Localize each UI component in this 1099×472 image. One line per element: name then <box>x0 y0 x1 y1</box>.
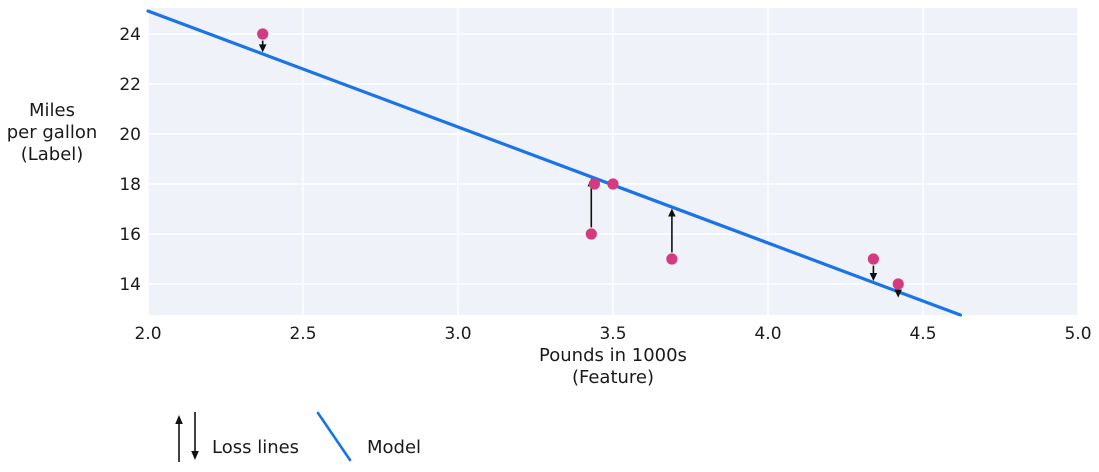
data-point <box>607 178 619 190</box>
model-line <box>146 9 963 317</box>
loss-arrow-head <box>258 44 267 53</box>
data-point <box>585 228 597 240</box>
data-point <box>867 253 880 265</box>
y-tick-label: 24 <box>119 25 141 45</box>
legend: Loss lines Model <box>175 411 421 462</box>
y-tick-labels: 14 16 18 20 22 24 <box>119 25 141 295</box>
y-tick-label: 20 <box>119 125 141 145</box>
y-tick-label: 14 <box>119 275 141 295</box>
x-gridlines <box>147 8 1079 315</box>
legend-model-label: Model <box>367 437 421 458</box>
x-tick-label: 4.0 <box>754 324 781 344</box>
x-tick-label: 2.0 <box>134 324 161 344</box>
x-tick-label: 3.0 <box>444 324 471 344</box>
x-axis-label-line1: Pounds in 1000s <box>539 345 687 366</box>
y-tick-label: 16 <box>119 225 141 245</box>
x-tick-label: 3.5 <box>599 324 626 344</box>
y-axis-label-line2: per gallon <box>7 122 98 143</box>
x-tick-label: 4.5 <box>909 324 936 344</box>
loss-arrows-icon <box>175 412 199 462</box>
y-tick-label: 22 <box>119 75 141 95</box>
data-point <box>892 278 904 290</box>
model-line-icon <box>316 411 352 462</box>
x-tick-label: 2.5 <box>289 324 316 344</box>
data-point <box>257 28 269 40</box>
y-tick-label: 18 <box>119 175 141 195</box>
y-axis-label-line3: (Label) <box>21 144 84 165</box>
data-point <box>666 253 678 265</box>
data-points-group <box>257 28 904 290</box>
y-axis-label-line1: Miles <box>29 100 75 121</box>
loss-arrow-head <box>869 272 878 281</box>
model-line-group <box>146 9 963 317</box>
x-axis-label-line2: (Feature) <box>572 367 654 388</box>
data-point <box>588 178 601 190</box>
x-tick-labels: 2.0 2.5 3.0 3.5 4.0 4.5 5.0 <box>134 324 1091 344</box>
loss-arrow-head <box>894 289 902 298</box>
x-tick-label: 5.0 <box>1064 324 1091 344</box>
legend-loss-label: Loss lines <box>212 437 299 458</box>
loss-arrow-head <box>668 208 676 217</box>
